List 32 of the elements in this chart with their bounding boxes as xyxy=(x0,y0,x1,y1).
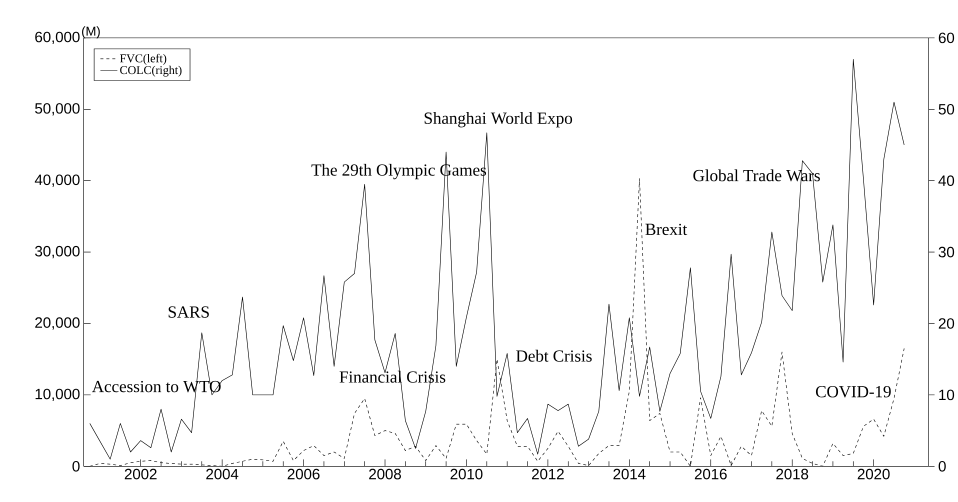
y2-tick-label: 50 xyxy=(938,104,954,114)
y-axis-title: (M) xyxy=(82,26,100,38)
y2-tick-label: 40 xyxy=(938,175,954,186)
x-tick-label: 2016 xyxy=(694,468,727,480)
y2-tick-label: 60 xyxy=(938,32,954,44)
x-tick-label: 2014 xyxy=(613,468,646,480)
y-tick-label: 0 xyxy=(72,460,80,472)
y2-tick-label: 0 xyxy=(938,460,946,472)
annotation: Shanghai World Expo xyxy=(424,112,572,128)
y2-tick-label: 20 xyxy=(938,318,954,329)
x-tick-label: 2018 xyxy=(776,468,808,480)
x-tick-label: 2012 xyxy=(532,468,564,480)
x-tick-label: 2004 xyxy=(206,468,238,480)
annotation: Brexit xyxy=(645,224,688,235)
y-tick-label: 40,000 xyxy=(34,174,80,187)
y-tick-label: 30,000 xyxy=(35,246,80,258)
y-tick-label: 10,000 xyxy=(36,388,80,401)
x-tick-label: 2006 xyxy=(288,468,320,480)
legend-label: COLC(right) xyxy=(120,66,182,77)
legend-label: FVC(left) xyxy=(120,54,166,65)
y2-tick-label: 10 xyxy=(939,390,954,400)
y2-tick-label: 30 xyxy=(938,246,954,258)
x-tick-label: 2020 xyxy=(858,468,890,480)
x-tick-label: 2010 xyxy=(450,468,482,480)
x-tick-label: 2008 xyxy=(369,468,401,480)
annotation: COVID-19 xyxy=(816,386,891,398)
x-tick-label: 2002 xyxy=(124,468,157,480)
annotation: Debt Crisis xyxy=(516,350,592,362)
annotation: SARS xyxy=(168,306,209,318)
y-tick-label: 20,000 xyxy=(35,317,80,330)
y-tick-label: 60,000 xyxy=(35,32,80,44)
y-tick-label: 50,000 xyxy=(35,103,80,116)
